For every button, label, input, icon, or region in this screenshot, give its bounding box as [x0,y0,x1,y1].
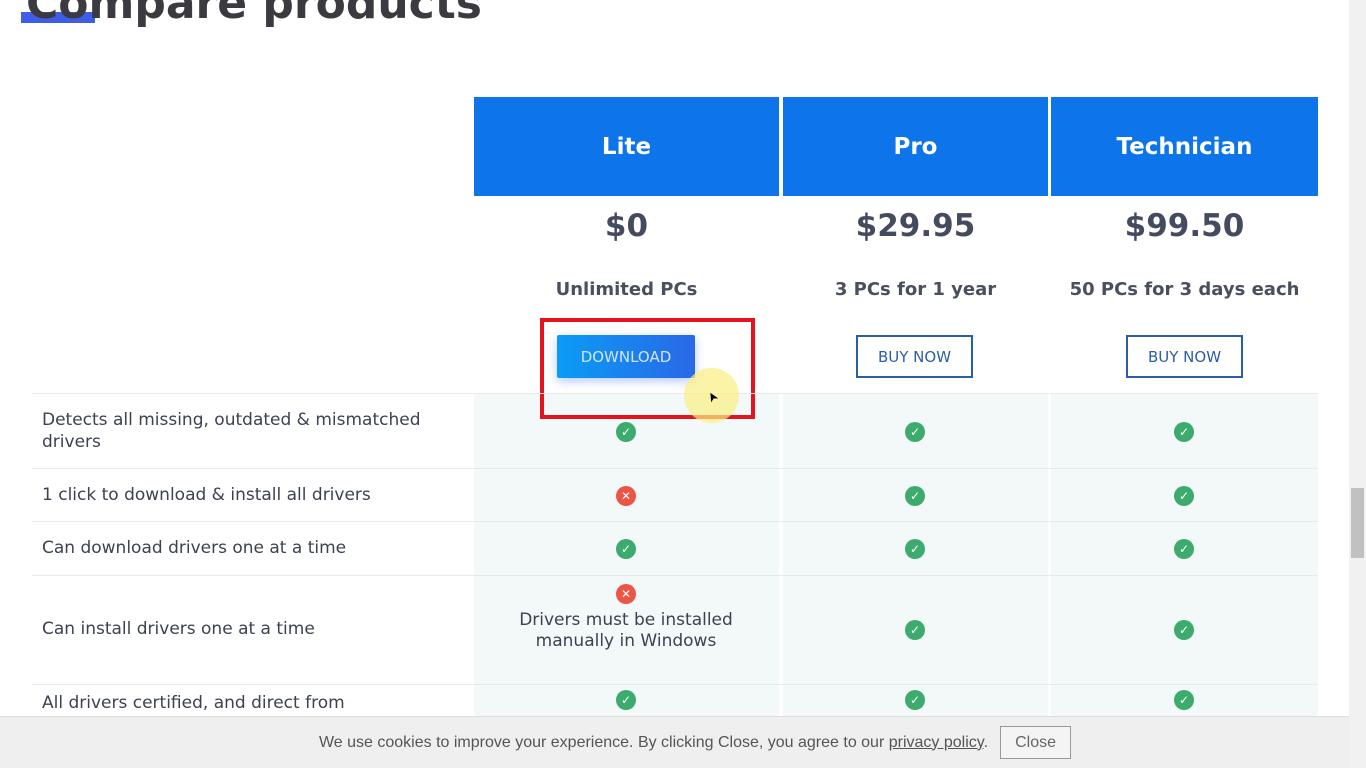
row-divider [32,393,1318,394]
feature-label: Can install drivers one at a time [42,619,315,639]
feature-label: 1 click to download & install all driver… [42,485,371,505]
check-icon: ✓ [905,486,925,506]
plan-header-lite: Lite [474,97,779,196]
download-button[interactable]: DOWNLOAD [557,335,695,378]
row-divider [32,521,1318,522]
privacy-policy-link[interactable]: privacy policy [888,733,984,751]
cross-icon: ✕ [616,486,636,506]
subtitle-technician: 50 PCs for 3 days each [1069,279,1300,300]
check-icon: ✓ [905,422,925,442]
cursor-highlight [684,368,739,423]
cookie-close-button[interactable]: Close [1000,726,1072,759]
check-icon: ✓ [1174,620,1194,640]
check-icon: ✓ [1174,539,1194,559]
page-title: Compare products [26,0,482,29]
feature-label: All drivers certified, and direct from [42,693,345,713]
cookie-message: We use cookies to improve your experienc… [318,733,889,751]
feature-label: Can download drivers one at a time [42,538,347,558]
price-technician: $99.50 [1124,208,1245,244]
subtitle-lite: Unlimited PCs [555,279,698,300]
check-icon: ✓ [616,690,636,710]
plan-header-technician: Technician [1051,97,1318,196]
check-icon: ✓ [616,539,636,559]
plan-header-pro: Pro [783,97,1048,196]
check-icon: ✓ [1174,486,1194,506]
subtitle-pro: 3 PCs for 1 year [834,279,997,300]
buy-now-technician-button[interactable]: BUY NOW [1126,335,1243,378]
check-icon: ✓ [1174,690,1194,710]
check-icon: ✓ [616,422,636,442]
lite-install-note: Drivers must be installed manually in Wi… [519,610,733,651]
title-accent [21,12,95,23]
price-pro: $29.95 [855,208,976,244]
scrollbar-thumb[interactable] [1351,488,1364,558]
row-divider [32,468,1318,469]
buy-now-pro-button[interactable]: BUY NOW [856,335,973,378]
price-lite: $0 [604,208,649,244]
check-icon: ✓ [905,620,925,640]
row-divider [32,575,1318,576]
row-divider [32,684,1318,685]
check-icon: ✓ [905,539,925,559]
cookie-text: We use cookies to improve your experienc… [318,733,989,751]
check-icon: ✓ [905,690,925,710]
feature-label: Detects all missing, outdated & mismatch… [42,410,421,452]
check-icon: ✓ [1174,422,1194,442]
cross-icon: ✕ [616,584,636,604]
scrollbar[interactable] [1349,0,1366,768]
highlight-box [540,318,755,419]
cookie-banner: We use cookies to improve your experienc… [0,716,1350,768]
